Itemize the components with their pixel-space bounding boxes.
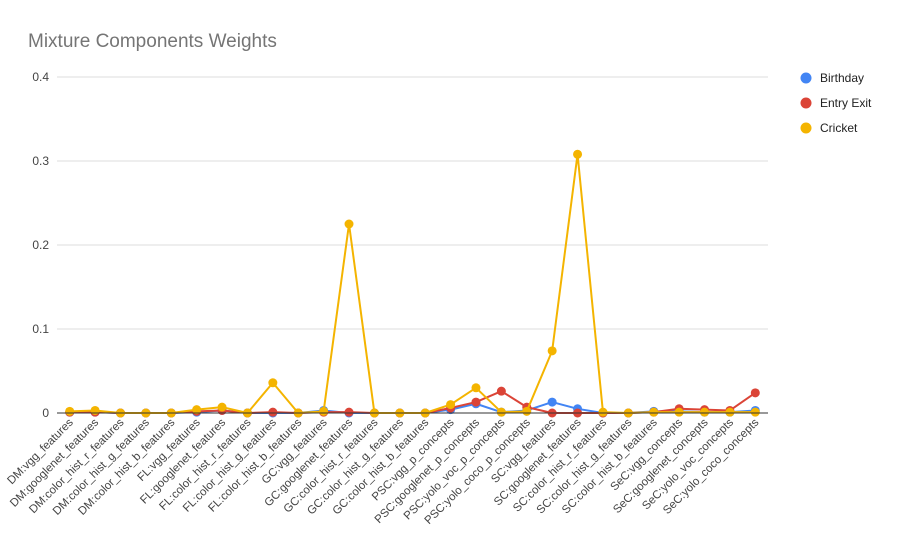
data-point[interactable] xyxy=(547,346,557,356)
legend-label: Cricket xyxy=(820,121,858,135)
series-line xyxy=(69,153,756,414)
data-point[interactable] xyxy=(268,407,278,417)
data-point[interactable] xyxy=(674,407,684,417)
legend-label: Entry Exit xyxy=(820,96,872,110)
data-point[interactable] xyxy=(750,388,760,398)
data-point[interactable] xyxy=(496,407,506,417)
data-point[interactable] xyxy=(649,407,659,417)
legend-swatch xyxy=(800,97,812,109)
data-point[interactable] xyxy=(725,407,735,417)
data-point[interactable] xyxy=(344,407,354,417)
legend-swatch xyxy=(800,122,812,134)
data-point[interactable] xyxy=(65,406,75,416)
data-point[interactable] xyxy=(319,406,329,416)
data-point[interactable] xyxy=(750,407,760,417)
data-point[interactable] xyxy=(700,407,710,417)
y-tick-label: 0.2 xyxy=(32,238,49,252)
y-tick-label: 0.1 xyxy=(32,322,49,336)
data-point[interactable] xyxy=(217,402,227,412)
y-axis-ticks: 0 0.1 0.2 0.3 0.4 xyxy=(32,70,49,420)
x-axis-tick-labels: DM:vgg_featuresDM:googlenet_featuresDM:c… xyxy=(5,416,761,526)
data-point[interactable] xyxy=(598,407,608,417)
legend-item[interactable]: Birthday xyxy=(800,71,865,85)
data-point[interactable] xyxy=(471,397,481,407)
data-point[interactable] xyxy=(471,383,481,393)
data-point[interactable] xyxy=(344,219,354,229)
data-point[interactable] xyxy=(522,406,532,416)
y-tick-label: 0 xyxy=(42,406,49,420)
data-point[interactable] xyxy=(547,397,557,407)
data-point[interactable] xyxy=(496,386,506,396)
gridlines xyxy=(57,76,768,330)
y-tick-label: 0.4 xyxy=(32,70,49,84)
data-point[interactable] xyxy=(573,149,583,159)
legend-label: Birthday xyxy=(820,71,864,85)
chart-title: Mixture Components Weights xyxy=(28,31,277,52)
series-cricket xyxy=(65,149,760,418)
legend-swatch xyxy=(800,72,812,84)
data-point[interactable] xyxy=(90,405,100,415)
data-point[interactable] xyxy=(268,378,278,388)
legend-item[interactable]: Entry Exit xyxy=(800,96,873,110)
y-tick-label: 0.3 xyxy=(32,154,49,168)
legend-item[interactable]: Cricket xyxy=(800,121,859,135)
series-lines xyxy=(65,149,760,418)
data-point[interactable] xyxy=(192,405,202,415)
data-point[interactable] xyxy=(446,400,456,410)
legend: Birthday Entry Exit Cricket xyxy=(800,71,873,135)
